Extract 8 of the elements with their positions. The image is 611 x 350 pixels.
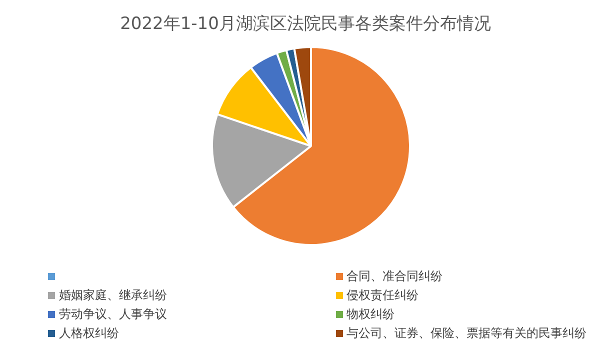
legend-label: 劳动争议、人事争议 — [59, 306, 167, 322]
legend-label: 婚姻家庭、继承纠纷 — [59, 286, 167, 304]
legend-label: 侵权责任纠纷 — [346, 286, 418, 304]
chart-title: 2022年1-10月湖滨区法院民事各类案件分布情况 — [119, 13, 492, 36]
legend-label: 人格权纠纷 — [59, 324, 119, 342]
legend-label: 物权纠纷 — [346, 306, 394, 322]
legend-label: 与公司、证券、保险、票据等有关的民事纠纷 — [346, 324, 586, 342]
legend-label: 合同、准合同纠纷 — [346, 268, 442, 284]
